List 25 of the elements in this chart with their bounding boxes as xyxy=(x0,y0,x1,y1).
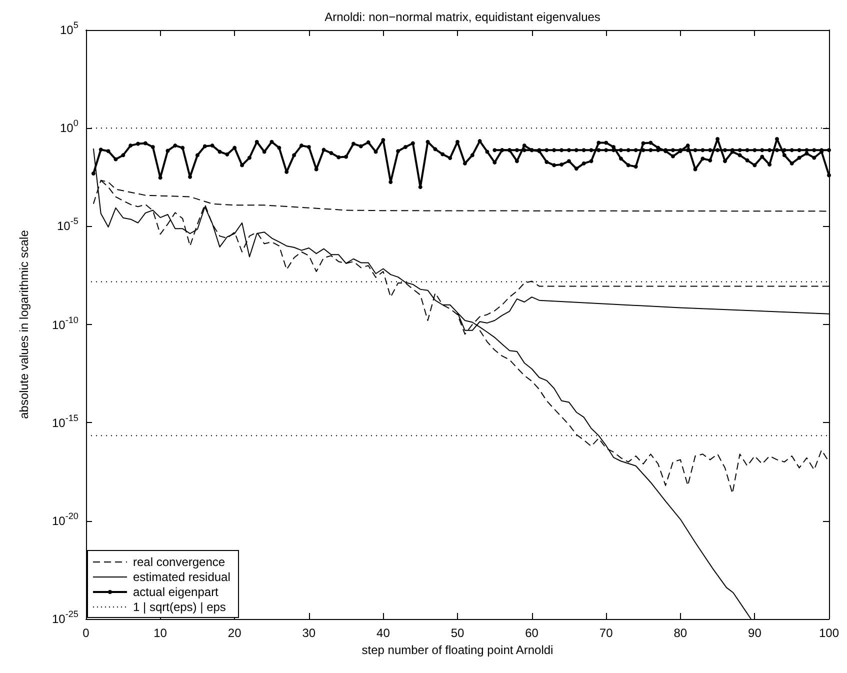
chart-title: Arnoldi: non−normal matrix, equidistant eigenvalues xyxy=(324,10,600,24)
x-tick-label: 80 xyxy=(674,626,688,640)
legend-label: estimated residual xyxy=(133,570,230,584)
x-tick-label: 60 xyxy=(525,626,539,640)
legend-label: 1 | sqrt(eps) | eps xyxy=(133,600,226,614)
x-tick-label: 40 xyxy=(376,626,390,640)
x-tick-label: 90 xyxy=(748,626,762,640)
x-tick-label: 10 xyxy=(154,626,168,640)
y-tick-label: 10$^{5}$ xyxy=(60,20,78,37)
x-tick-label: 20 xyxy=(228,626,242,640)
x-tick-label: 30 xyxy=(302,626,316,640)
y-tick-label: 10$^{-20}$ xyxy=(52,510,78,528)
x-tick-label: 50 xyxy=(450,626,464,640)
y-tick-label: 10$^{-15}$ xyxy=(52,412,78,430)
x-axis-title: step number of floating point Arnoldi xyxy=(362,642,554,657)
y-axis-title: absolute values in logarithmic scale xyxy=(17,230,31,419)
x-tick-label: 70 xyxy=(599,626,614,640)
x-tick-label: 0 xyxy=(82,626,90,640)
legend-label: actual eigenpart xyxy=(133,584,218,598)
y-tick-label: 10$^{-5}$ xyxy=(57,216,78,234)
y-tick-label: 10$^{-25}$ xyxy=(52,609,78,626)
y-tick-label: 10$^{-10}$ xyxy=(52,314,78,332)
x-tick-label: 100 xyxy=(818,626,840,640)
legend-label: real convergence xyxy=(133,554,226,568)
y-tick-label: 10$^{0}$ xyxy=(60,118,78,136)
